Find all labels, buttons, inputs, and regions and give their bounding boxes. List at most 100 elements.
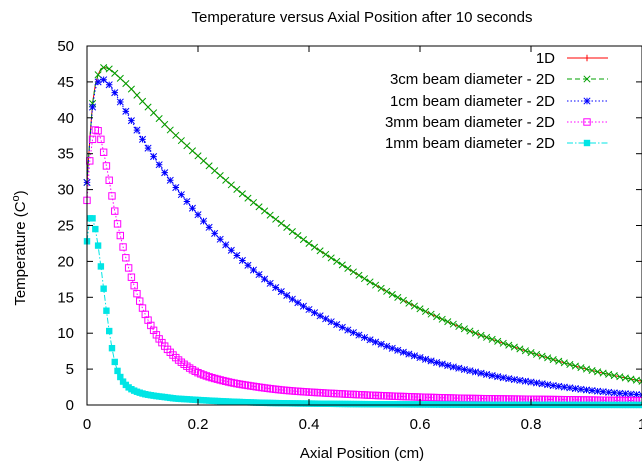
y-tick-label: 5 xyxy=(66,361,74,378)
data-point xyxy=(255,271,263,279)
data-point xyxy=(627,390,635,398)
data-point xyxy=(222,176,230,184)
data-point xyxy=(88,135,97,144)
data-point xyxy=(261,207,269,215)
data-point xyxy=(155,115,163,123)
data-point xyxy=(105,65,113,73)
data-point xyxy=(122,80,130,88)
data-point xyxy=(444,361,452,370)
data-point xyxy=(344,326,352,334)
data-point xyxy=(566,384,574,392)
data-point xyxy=(416,305,424,313)
data-point xyxy=(560,359,568,367)
data-point xyxy=(527,378,535,386)
data-point xyxy=(294,232,302,240)
x-tick-label: 0.2 xyxy=(188,416,209,433)
data-point xyxy=(100,76,108,84)
axes: 0 5 10 15 20 25 30 35 40 45 50 0 0.2 0.4 0.6 0.8 1 xyxy=(57,38,642,433)
data-point xyxy=(616,373,624,381)
data-point xyxy=(155,161,163,169)
data-point xyxy=(117,373,124,381)
data-point xyxy=(122,107,130,115)
data-point xyxy=(616,389,624,397)
legend-label-3mm-2d: 3mm beam diameter - 2D xyxy=(385,114,555,131)
y-tick-label: 20 xyxy=(57,253,74,270)
y-tick-label: 30 xyxy=(57,182,74,199)
data-point xyxy=(494,373,502,381)
data-point xyxy=(122,254,130,262)
data-point xyxy=(488,372,496,380)
legend-label-3cm-2d: 3cm beam diameter - 2D xyxy=(390,71,555,88)
data-point xyxy=(505,341,513,349)
data-point xyxy=(99,148,108,156)
data-point xyxy=(621,390,629,398)
data-point xyxy=(455,322,463,331)
data-point xyxy=(113,220,122,228)
y-tick-label: 0 xyxy=(66,397,74,414)
y-tick-label: 10 xyxy=(57,325,74,342)
y-tick-label: 50 xyxy=(57,38,74,55)
data-point xyxy=(399,348,407,356)
x-tick-label: 1 xyxy=(638,416,642,433)
data-point xyxy=(433,358,441,367)
series-1cm-2d xyxy=(83,76,642,399)
data-point xyxy=(138,304,147,312)
data-point xyxy=(211,229,219,237)
data-point xyxy=(366,278,374,286)
data-point xyxy=(421,307,430,316)
data-point xyxy=(249,198,258,207)
y-axis-label-superscript: o xyxy=(10,195,22,201)
data-point xyxy=(377,340,385,348)
legend-marker-1d xyxy=(583,54,591,62)
data-point xyxy=(100,63,108,72)
data-point xyxy=(405,350,413,358)
svg-text:Temperature (Co): Temperature (Co) xyxy=(10,190,29,305)
data-point xyxy=(127,117,135,125)
data-point xyxy=(111,207,119,215)
chart-title: Temperature versus Axial Position after … xyxy=(191,9,532,26)
data-point xyxy=(244,261,252,269)
data-point xyxy=(499,339,507,347)
data-point xyxy=(477,331,485,339)
y-tick-label: 15 xyxy=(57,289,74,306)
data-point xyxy=(433,313,441,321)
series-line-3mm-2d xyxy=(86,129,642,402)
data-point xyxy=(94,242,102,249)
data-point xyxy=(150,153,158,161)
data-point xyxy=(605,370,613,378)
data-point xyxy=(261,275,269,283)
series-line-3cm-2d xyxy=(86,67,642,382)
data-point xyxy=(133,126,141,134)
data-point xyxy=(521,377,530,385)
data-point xyxy=(394,293,402,301)
data-point xyxy=(288,227,296,236)
data-point xyxy=(632,376,641,384)
y-axis-label-close: ) xyxy=(12,190,29,195)
legend-marker-3cm-2d xyxy=(583,75,591,83)
series-1mm-2d xyxy=(83,215,642,409)
data-point xyxy=(555,382,563,390)
data-point xyxy=(438,315,446,323)
data-point xyxy=(383,342,391,350)
data-point xyxy=(103,307,110,314)
data-point xyxy=(136,297,144,305)
data-point xyxy=(333,321,341,329)
data-point xyxy=(427,357,435,365)
y-axis-label: Temperature (Co) xyxy=(10,190,29,305)
data-point xyxy=(272,283,280,292)
data-point xyxy=(549,381,557,390)
x-axis-label: Axial Position (cm) xyxy=(300,445,424,462)
data-point xyxy=(266,211,274,219)
data-point xyxy=(305,305,313,314)
x-tick-label: 0 xyxy=(83,416,91,433)
data-point xyxy=(133,289,141,298)
data-point xyxy=(577,385,585,393)
data-point xyxy=(272,215,280,223)
data-point xyxy=(94,127,102,135)
data-point xyxy=(244,194,252,202)
data-point xyxy=(599,388,607,396)
data-point xyxy=(233,251,241,260)
data-point xyxy=(516,345,524,353)
data-point xyxy=(416,354,424,362)
